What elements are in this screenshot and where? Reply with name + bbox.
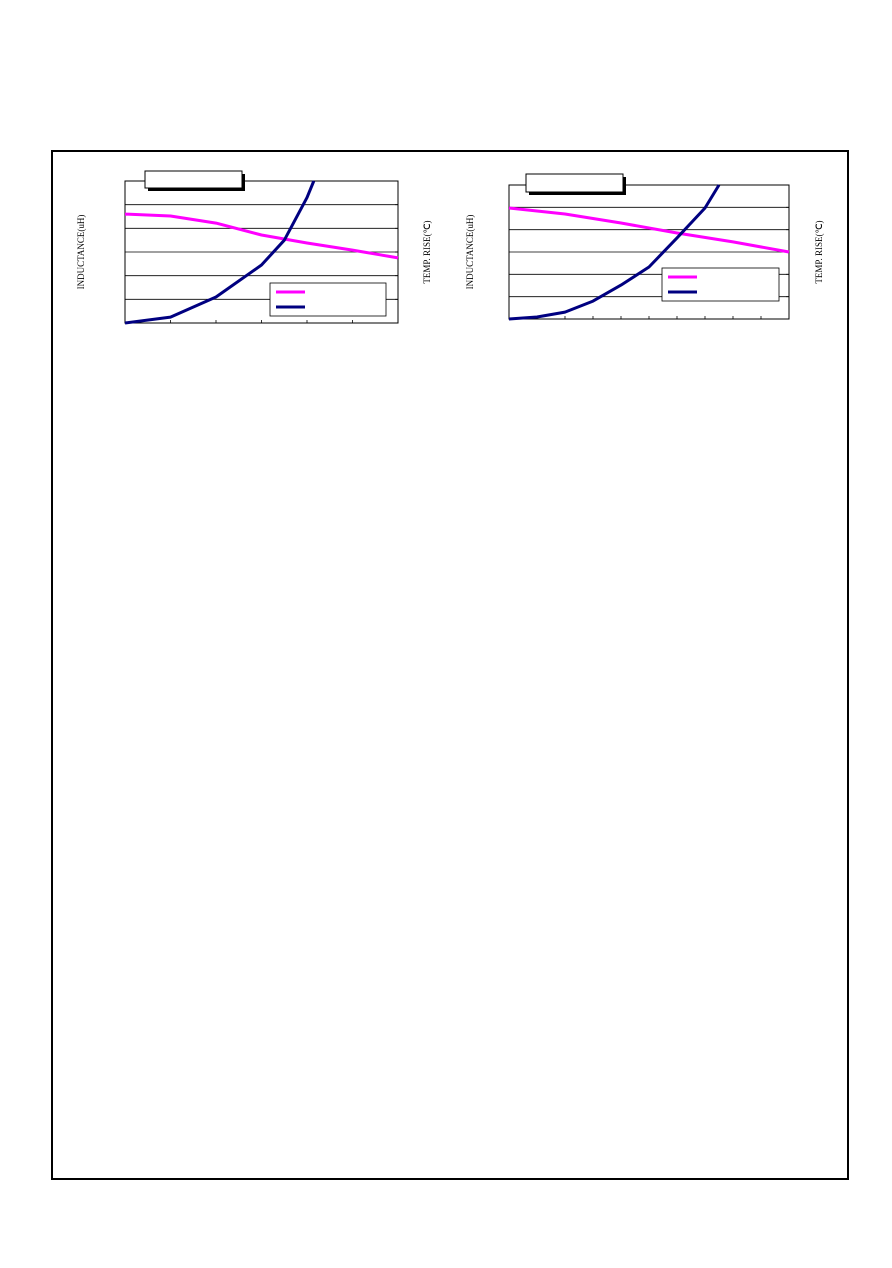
legend-box [661, 267, 780, 302]
title-box [525, 173, 624, 193]
title-box [144, 170, 243, 189]
y2-axis-label: TEMP. RISE(℃) [814, 220, 824, 283]
series-line [124, 212, 399, 260]
y-axis-label: INDUCTANCE(uH) [465, 215, 475, 290]
frame [51, 150, 849, 1180]
legend-box [269, 282, 387, 317]
y-axis-label: INDUCTANCE(uH) [76, 215, 86, 290]
y2-axis-label: TEMP. RISE(℃) [422, 220, 432, 283]
series-line [508, 206, 790, 254]
series-line [124, 180, 316, 325]
series-line [508, 184, 721, 321]
